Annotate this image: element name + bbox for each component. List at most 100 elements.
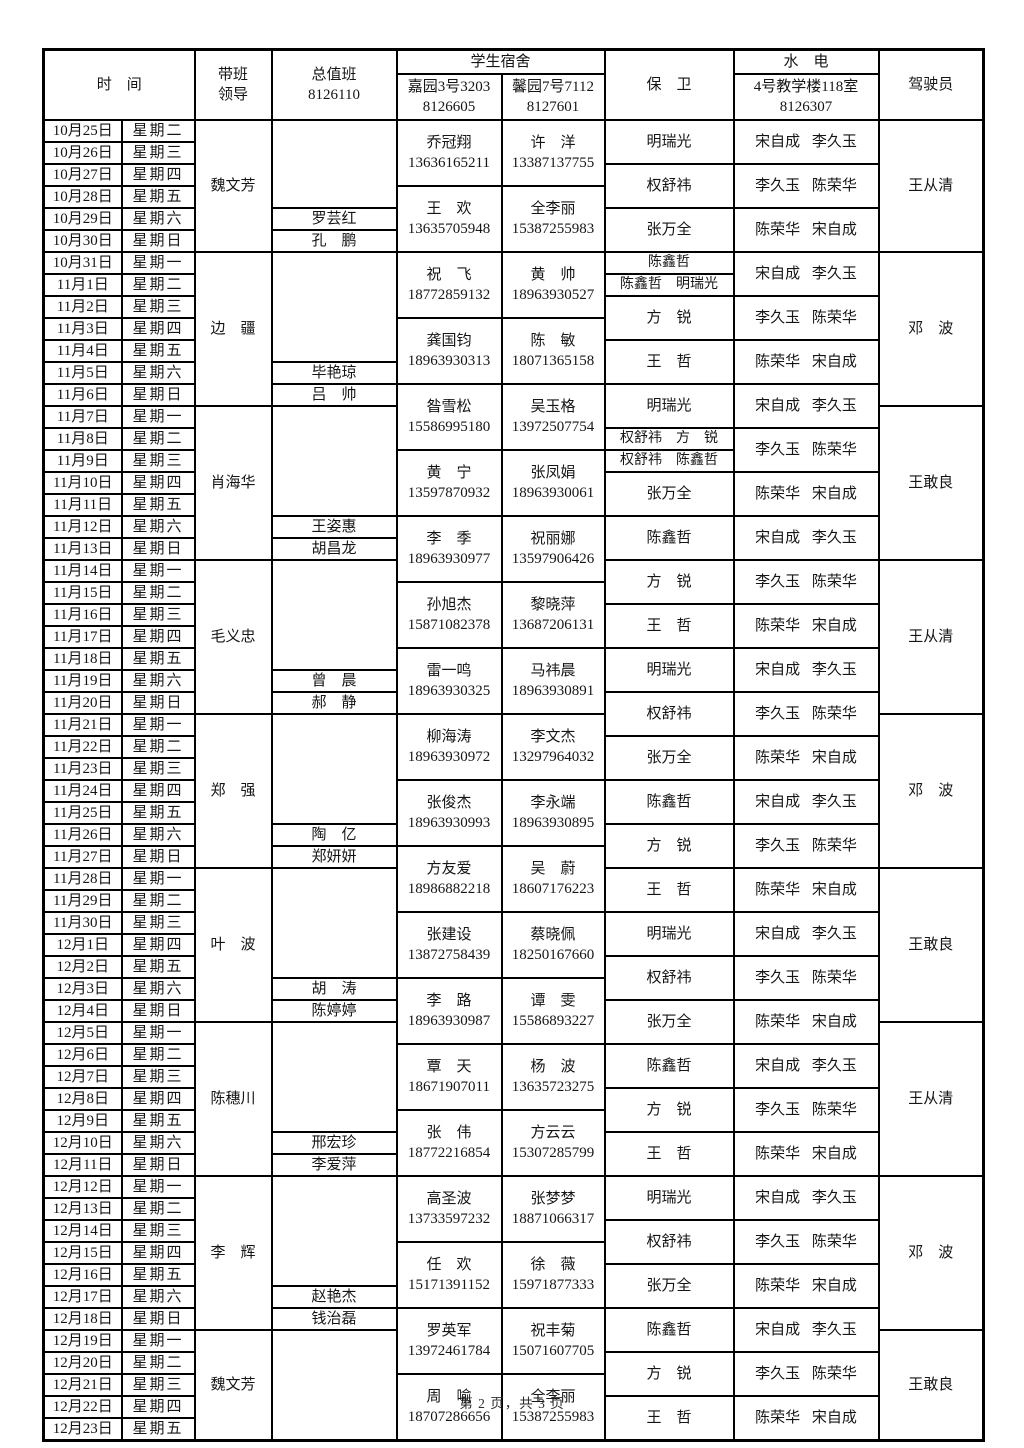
duty-officer-cell	[270, 118, 398, 209]
duty-officer-cell: 孔 鹏	[270, 228, 398, 253]
person-phone: 18671907011	[408, 1078, 490, 1095]
table-row: 12月6日 星期二覃 天 18671907011 杨 波 13635723275 陈鑫哲宋…	[42, 1042, 984, 1111]
dorm-xinyuan-cell: 全李丽 15387255983	[500, 184, 606, 253]
weekday-cell: 星期六	[120, 668, 196, 693]
date-cell: 12月20日	[42, 1350, 123, 1375]
header-utility-line2: 8126307	[779, 98, 833, 115]
weekday-cell: 星期三	[120, 294, 196, 319]
table-row: 12月2日 星期五 权舒祎 李久玉 陈荣华	[42, 954, 984, 1001]
weekday-cell: 星期一	[120, 712, 196, 737]
weekday-cell: 星期二	[120, 426, 196, 451]
person-phone: 13597870932	[407, 484, 491, 501]
date-cell: 11月27日	[42, 844, 123, 869]
weekday-cell: 星期二	[120, 888, 196, 913]
weekday-cell: 星期三	[120, 602, 196, 627]
weekday-cell: 星期六	[120, 514, 196, 539]
person-name: 徐 薇	[530, 1256, 576, 1273]
date-cell: 11月20日	[42, 690, 123, 715]
leader-cell: 魏文芳	[193, 1328, 273, 1441]
person-phone: 18986882218	[407, 880, 491, 897]
date-cell: 12月23日	[42, 1416, 123, 1441]
weekday-cell: 星期四	[120, 932, 196, 957]
security-cell: 明瑞光	[603, 910, 735, 957]
weekday-cell: 星期二	[120, 580, 196, 605]
utility-cell: 宋自成 李久玉	[732, 1042, 880, 1089]
dorm-jiayuan-cell: 罗英军 13972461784	[395, 1306, 503, 1375]
weekday-cell: 星期六	[120, 360, 196, 385]
weekday-cell: 星期日	[120, 998, 196, 1023]
date-cell: 11月3日	[42, 316, 123, 341]
duty-officer-cell: 王姿惠	[270, 514, 398, 539]
dorm-jiayuan-cell: 李 路 18963930987	[395, 976, 503, 1045]
date-cell: 12月5日	[42, 1020, 123, 1045]
weekday-cell: 星期五	[120, 492, 196, 517]
date-cell: 12月4日	[42, 998, 123, 1023]
table-row: 12月8日 星期四 方 锐李久玉 陈荣华	[42, 1086, 984, 1133]
utility-cell: 李久玉 陈荣华	[732, 822, 880, 869]
date-cell: 11月26日	[42, 822, 123, 847]
table-row: 11月21日 星期一郑 强 柳海涛 18963930972 李文杰 13297964032…	[42, 712, 985, 869]
header-utility: 4号教学楼118室 8126307	[732, 72, 880, 121]
person-phone: 18707286656	[407, 1408, 491, 1425]
person-phone: 18963930061	[511, 484, 595, 501]
utility-cell: 陈荣华 宋自成	[732, 1130, 880, 1177]
date-cell: 11月11日	[42, 492, 123, 517]
date-cell: 10月29日	[42, 206, 123, 231]
date-cell: 10月27日	[42, 162, 123, 187]
table-row: 12月12日 星期一李 辉 高圣波 13733597232 张梦梦 18871066317…	[42, 1174, 985, 1331]
weekday-cell: 星期日	[120, 382, 196, 407]
dorm-jiayuan-cell: 祝 飞 18772859132	[395, 250, 503, 319]
dorm-jiayuan-cell: 任 欢 15171391152	[395, 1240, 503, 1309]
person-phone: 13972461784	[407, 1342, 491, 1359]
security-cell: 张万全	[603, 470, 735, 517]
weekday-cell: 星期五	[120, 1416, 196, 1441]
security-cell: 陈鑫哲	[603, 778, 735, 825]
header-dorm1-line2: 8126605	[422, 98, 476, 115]
person-name: 覃 天	[426, 1058, 472, 1075]
dorm-jiayuan-cell: 昝雪松 15586995180	[395, 382, 503, 451]
table-body: 10月25日 星期二 魏文芳 乔冠翔 13636165211 许 洋 13387137755…	[42, 118, 985, 1441]
table-row: 11月20日 星期日 郝 静 权舒祎 李久玉 陈荣华	[42, 690, 984, 737]
weekday-cell: 星期日	[120, 1306, 196, 1331]
duty-roster-table: 时 间 带班 领导 总值班 8126110 学生宿舍 保 卫 水 电 驾驶员 嘉…	[42, 48, 986, 1442]
table-row: 10月27日 星期四 权舒祎 李久玉 陈荣华	[42, 162, 984, 209]
table-row: 11月5日 星期六 毕艳琼	[42, 360, 984, 385]
weekday-cell: 星期三	[120, 448, 196, 473]
date-cell: 11月25日	[42, 800, 123, 825]
dorm-xinyuan-cell: 黎晓萍 13687206131	[500, 580, 606, 649]
table-row: 11月25日 星期五	[42, 800, 984, 825]
duty-officer-cell: 邢宏珍	[270, 1130, 398, 1155]
person-phone: 13387137755	[511, 154, 595, 171]
person-name: 许 洋	[530, 134, 576, 151]
weekday-cell: 星期二	[120, 734, 196, 759]
header-row-sub: 嘉园3号3203 8126605 馨园7号7112 8127601 4号教学楼1…	[44, 72, 984, 121]
header-duty-line2: 8126110	[308, 86, 360, 103]
table-row: 11月16日 星期三 王 哲陈荣华 宋自成	[42, 602, 984, 649]
dorm-jiayuan-cell: 龚国钧 18963930313	[395, 316, 503, 385]
header-driver: 驾驶员	[877, 48, 985, 121]
driver-cell: 王敢良	[877, 1328, 985, 1441]
person-name: 昝雪松	[426, 398, 472, 415]
header-dorm2-line2: 8127601	[526, 98, 580, 115]
table-row: 11月26日 星期六 陶 亿 方 锐李久玉 陈荣华	[42, 822, 984, 869]
date-cell: 10月28日	[42, 184, 123, 209]
driver-cell: 邓 波	[877, 250, 985, 407]
table-row: 11月18日 星期五 雷一鸣 18963930325 马祎晨 18963930891 明瑞光…	[42, 646, 984, 715]
date-cell: 12月3日	[42, 976, 123, 1001]
person-phone: 13597906426	[511, 550, 595, 567]
person-phone: 13733597232	[407, 1210, 491, 1227]
table-row: 12月4日 星期日 陈婷婷 张万全 陈荣华 宋自成	[42, 998, 984, 1045]
utility-cell: 陈荣华 宋自成	[732, 338, 880, 385]
person-phone: 13297964032	[511, 748, 595, 765]
leader-cell: 肖海华	[193, 404, 273, 561]
security-cell: 陈鑫哲	[603, 1306, 735, 1353]
weekday-cell: 星期三	[120, 756, 196, 781]
weekday-cell: 星期二	[120, 118, 196, 143]
person-name: 方云云	[530, 1124, 576, 1141]
table-row: 12月17日 星期六 赵艳杰	[42, 1284, 984, 1309]
person-phone: 18071365158	[511, 352, 595, 369]
date-cell: 12月14日	[42, 1218, 123, 1243]
security-cell: 王 哲	[603, 338, 735, 385]
table-row: 12月10日 星期六 邢宏珍 王 哲陈荣华 宋自成	[42, 1130, 984, 1177]
